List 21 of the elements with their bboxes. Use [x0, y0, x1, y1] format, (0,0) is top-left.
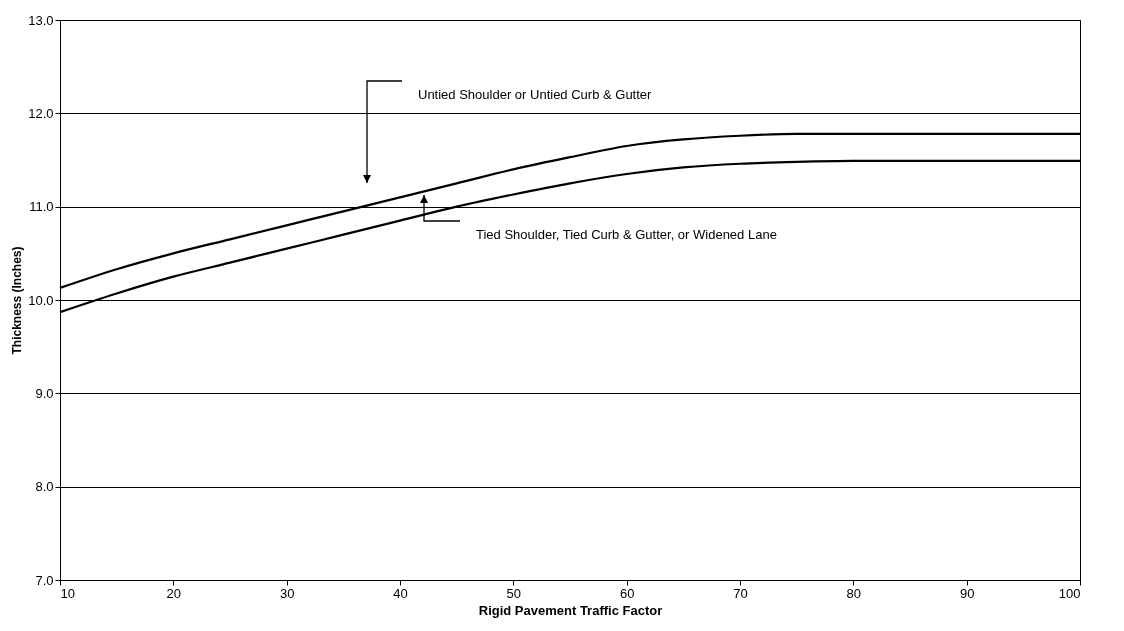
x-tick-label: 10 [60, 585, 75, 601]
y-tick-label: 11.0 [29, 199, 54, 215]
y-tick-label: 13.0 [28, 12, 54, 28]
y-tick-label: 9.0 [35, 385, 54, 401]
y-axis-title: Thickness (Inches) [10, 246, 25, 355]
x-tick-label: 100 [1058, 585, 1081, 601]
x-tick-label: 70 [733, 585, 748, 601]
y-tick-label: 10.0 [28, 292, 54, 308]
x-axis-title: Rigid Pavement Traffic Factor [478, 602, 663, 618]
annotation: Tied Shoulder, Tied Curb & Gutter, or Widened Lane [476, 227, 777, 242]
x-tick-label: 20 [166, 585, 182, 601]
y-tick-label: 12.0 [28, 105, 54, 121]
x-tick-label: 90 [959, 585, 975, 601]
x-tick-label: 50 [506, 585, 522, 601]
x-tick-label: 30 [279, 585, 295, 601]
y-tick-label: 8.0 [35, 479, 54, 495]
x-tick-label: 40 [393, 585, 408, 601]
y-tick-label: 7.0 [35, 572, 54, 588]
annotation: Untied Shoulder or Untied Curb & Gutter [418, 87, 653, 102]
x-tick-label: 80 [846, 585, 862, 601]
x-tick-label: 60 [619, 585, 635, 601]
